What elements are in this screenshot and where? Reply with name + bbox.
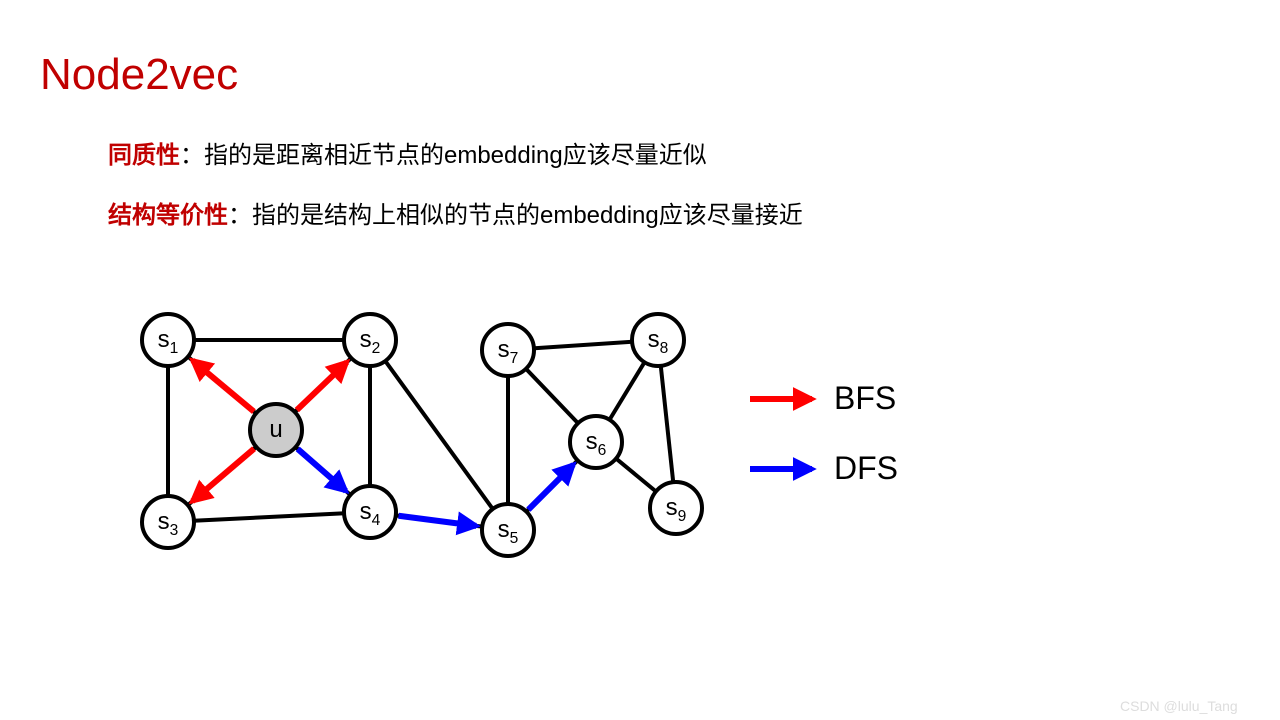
graph-arrow [193,360,254,411]
legend-label: DFS [834,450,898,487]
graph-arrow [399,516,477,526]
definition-term: 同质性 [108,142,180,169]
graph-arrow [298,449,346,491]
watermark: CSDN @lulu_Tang [1120,698,1238,714]
graph-arrow [528,465,573,510]
definition-row: 同质性：指的是距离相近节点的embedding应该尽量近似 [108,135,707,170]
definition-desc: ：指的是结构上相似的节点的embedding应该尽量接近 [228,202,803,229]
legend-arrow-icon [748,453,824,485]
graph-svg: s1s2s3s4us5s7s8s6s9 [108,290,928,580]
graph-arrow [297,362,347,410]
definition-row: 结构等价性：指的是结构上相似的节点的embedding应该尽量接近 [108,195,803,230]
definition-term: 结构等价性 [108,202,228,229]
legend-item: BFS [748,380,896,417]
legend-arrow-icon [748,383,824,415]
page-title: Node2vec [40,50,238,100]
definition-desc: ：指的是距离相近节点的embedding应该尽量近似 [180,142,707,169]
diagram-container: s1s2s3s4us5s7s8s6s9 [108,290,928,580]
graph-edge [168,512,370,522]
graph-node-label: u [269,416,282,443]
legend-item: DFS [748,450,898,487]
graph-arrow [192,449,254,502]
legend-label: BFS [834,380,896,417]
